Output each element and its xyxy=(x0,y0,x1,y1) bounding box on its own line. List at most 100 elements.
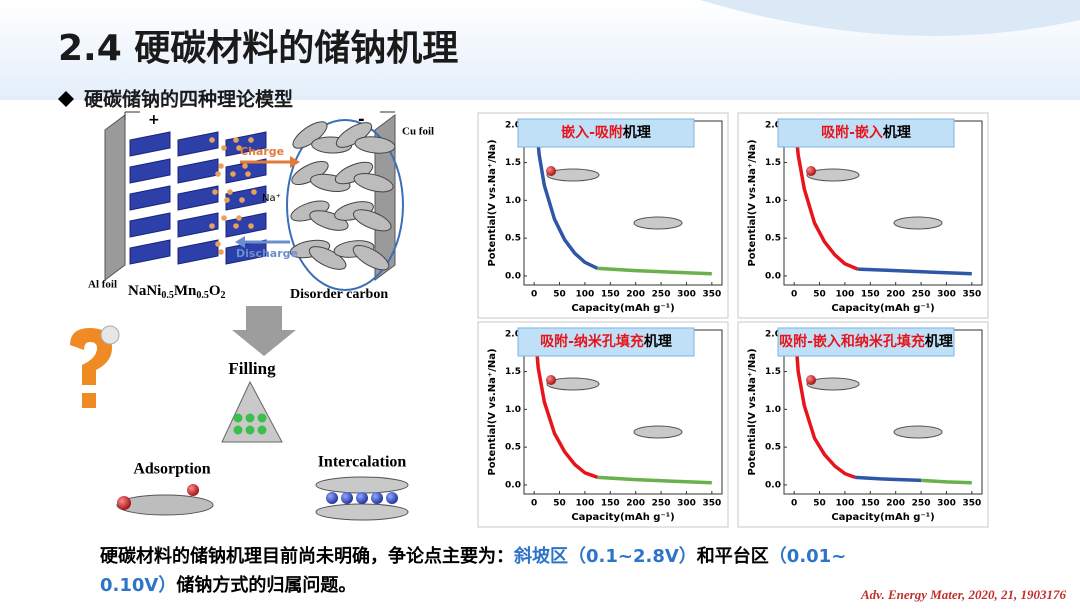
ion xyxy=(227,189,233,195)
x-tick-label: 250 xyxy=(652,290,671,300)
footer-part: （0.01~ xyxy=(769,546,847,567)
layer xyxy=(177,239,219,265)
layer xyxy=(225,185,267,211)
x-tick-label: 350 xyxy=(962,290,981,300)
y-tick-label: 0.5 xyxy=(765,234,781,244)
curve xyxy=(597,475,712,485)
ball xyxy=(245,413,255,423)
ion xyxy=(236,145,242,151)
ion xyxy=(218,249,224,255)
cu-foil: Cu foil xyxy=(402,126,434,138)
sheet xyxy=(893,216,943,230)
layer xyxy=(225,212,267,238)
y-tick-label: 0.5 xyxy=(505,443,521,453)
layer xyxy=(129,239,171,265)
title-part: 吸附-嵌入和纳米孔填充 xyxy=(779,333,925,350)
formula-part: 0.5 xyxy=(196,290,209,301)
title-box xyxy=(517,118,695,148)
x-tick-label: 200 xyxy=(886,290,905,300)
chart-panel: 0 50 100 150 200 250 300 350 0.0 0.5 1.0 1.5 2.0 Capa… xyxy=(737,112,989,319)
y-tick-label: 0.5 xyxy=(505,234,521,244)
ion xyxy=(224,197,230,203)
formula-part: NaNi xyxy=(128,283,161,299)
x-tick-label: 150 xyxy=(861,290,880,300)
x-tick-label: 150 xyxy=(861,499,880,509)
ion xyxy=(233,223,239,229)
ball xyxy=(806,166,816,176)
ball xyxy=(386,492,398,504)
x-tick-label: 100 xyxy=(836,290,855,300)
carbon-sheets xyxy=(289,121,396,271)
ion xyxy=(248,223,254,229)
sheet xyxy=(546,168,600,182)
x-tick-label: 150 xyxy=(601,499,620,509)
footer-part: 0.10V） xyxy=(100,575,176,596)
x-axis-label: Capacity(mAh g⁻¹) xyxy=(571,303,674,314)
carbon-ellipse xyxy=(286,119,404,291)
x-tick-label: 100 xyxy=(836,499,855,509)
adsorption-label: Adsorption xyxy=(133,461,210,478)
discharge-label: Discharge xyxy=(236,247,298,260)
ball xyxy=(341,492,353,504)
y-tick-label: 2.0 xyxy=(765,120,781,130)
intercalation-label: Intercalation xyxy=(318,454,407,471)
y-tick-label: 0.0 xyxy=(505,480,521,490)
ions xyxy=(209,137,257,255)
x-axis-label: Capacity(mAh g⁻¹) xyxy=(571,512,674,523)
formula-part: O xyxy=(209,283,221,299)
sheet xyxy=(633,425,683,439)
layer xyxy=(129,185,171,211)
curve xyxy=(854,475,922,483)
formula-part: Mn xyxy=(174,283,197,299)
title-part: 嵌入-吸附 xyxy=(561,124,623,141)
x-tick-label: 300 xyxy=(937,499,956,509)
sheet xyxy=(309,210,349,231)
sheet xyxy=(116,494,214,516)
x-tick-label: 50 xyxy=(553,499,566,509)
layer xyxy=(177,185,219,211)
battery-diagram: + - Cu foil Al foil Charge Na⁺ Discharge… xyxy=(88,110,434,303)
ion xyxy=(248,137,254,143)
ion xyxy=(230,171,236,177)
anode-label: Disorder carbon xyxy=(290,287,388,302)
al-foil: Al foil xyxy=(88,279,117,291)
y-tick-label: 0.0 xyxy=(505,271,521,281)
x-tick-label: 200 xyxy=(626,499,645,509)
y-tick-label: 2.0 xyxy=(505,120,521,130)
decoration xyxy=(700,0,1080,36)
chart-panel: 0 50 100 150 200 250 300 350 0.0 0.5 1.0 1.5 2.0 Capa… xyxy=(737,321,989,528)
footer-part: 硬碳材料的储钠机理目前尚未明确，争论点主要为： xyxy=(100,545,514,567)
ball xyxy=(326,492,338,504)
sheet xyxy=(353,173,394,193)
ion xyxy=(218,163,224,169)
ball xyxy=(187,484,199,496)
x-tick-label: 350 xyxy=(702,290,721,300)
x-tick-label: 0 xyxy=(791,290,797,300)
sheet xyxy=(315,503,409,521)
curve xyxy=(920,478,972,485)
sheet xyxy=(354,136,396,154)
x-tick-label: 50 xyxy=(813,499,826,509)
sheet xyxy=(546,377,600,391)
ion xyxy=(212,189,218,195)
ion xyxy=(233,137,239,143)
x-tick-label: 100 xyxy=(576,499,595,509)
ball xyxy=(546,375,556,385)
panels: 0 50 100 150 200 250 300 350 0.0 0.5 1.0 1.5 2.0 Capa… xyxy=(477,112,989,528)
layer xyxy=(177,212,219,238)
ion-label: Na⁺ xyxy=(262,193,281,204)
ion xyxy=(251,189,257,195)
panel-title: 吸附-纳米孔填充机理 xyxy=(540,333,672,350)
formula-part: 0.5 xyxy=(161,290,174,301)
subtitle: 硬碳储钠的四种理论模型 xyxy=(84,88,293,111)
layer xyxy=(129,212,171,238)
ball xyxy=(117,496,131,510)
ball xyxy=(233,425,243,435)
curve xyxy=(597,266,712,276)
plus: + xyxy=(148,112,160,128)
title-part: 机理 xyxy=(623,124,651,141)
cathode-formula: NaNi0.5Mn0.5O2 xyxy=(128,283,226,301)
ball xyxy=(371,492,383,504)
ion xyxy=(209,223,215,229)
